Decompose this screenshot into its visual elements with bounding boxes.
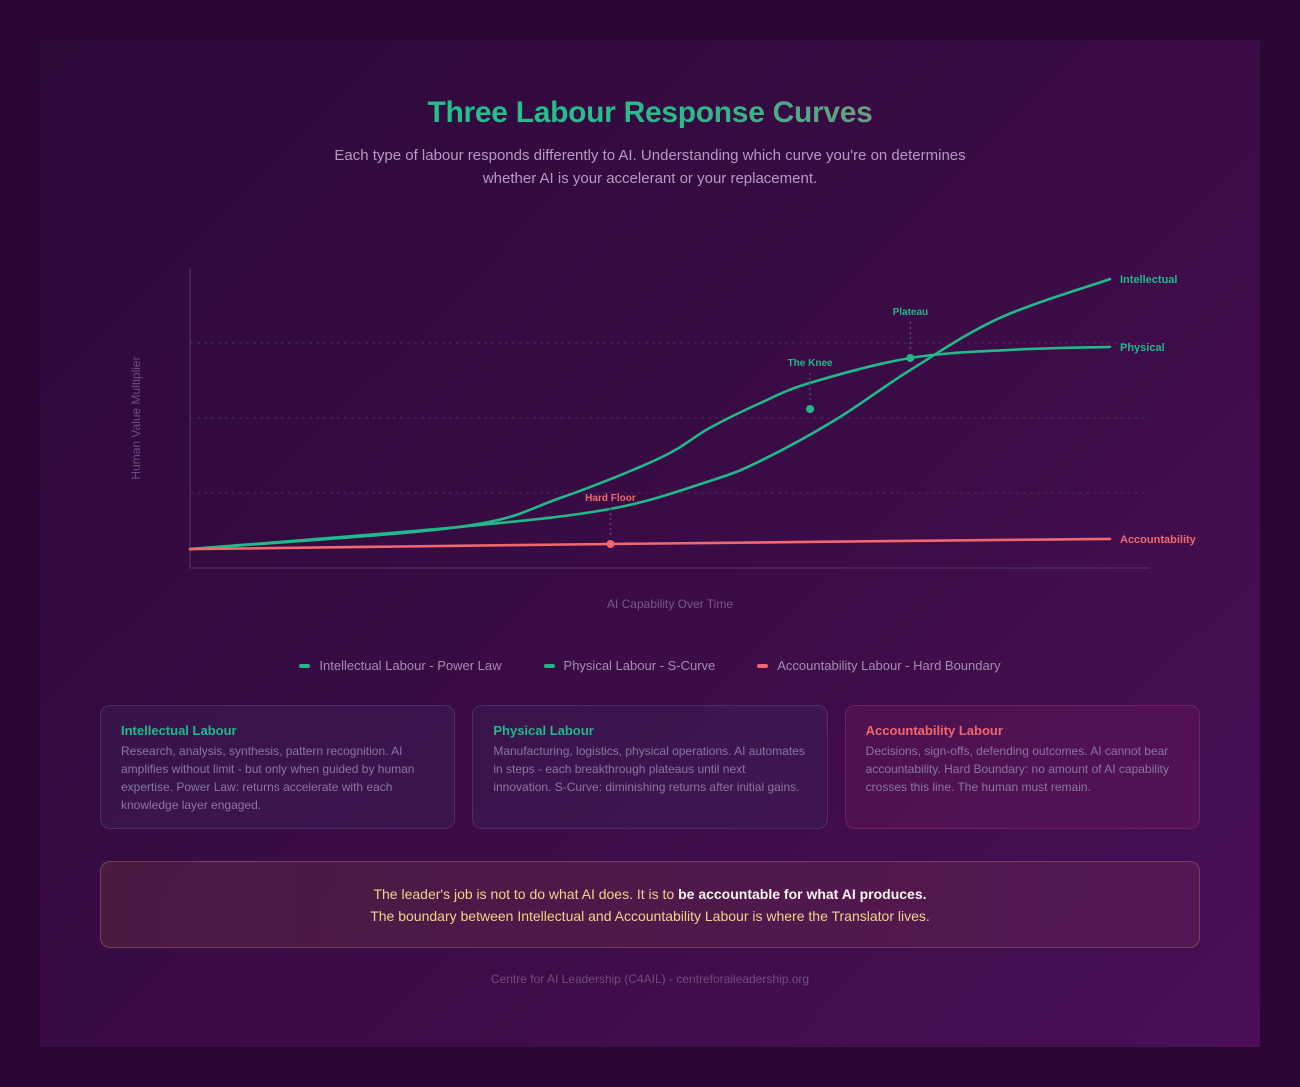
legend-swatch-icon (543, 663, 555, 668)
legend-swatch-icon (299, 663, 311, 668)
callout-emphasis: be accountable for what AI produces. (678, 886, 927, 902)
chart-gridlines (190, 342, 1150, 494)
annotation-dot (606, 540, 615, 548)
callout-plain-text: The leader's job is not to do what AI do… (373, 886, 679, 902)
legend-item-intellectual[interactable]: Intellectual Labour - Power Law (299, 658, 502, 673)
legend-item-physical[interactable]: Physical Labour - S-Curve (543, 658, 716, 673)
legend-item-accountability[interactable]: Accountability Labour - Hard Boundary (757, 658, 1001, 673)
x-axis-label: AI Capability Over Time (607, 597, 733, 611)
labour-cards: Intellectual Labour Research, analysis, … (100, 705, 1200, 829)
callout-line-1: The leader's job is not to do what AI do… (101, 883, 1199, 905)
card-body: Manufacturing, logistics, physical opera… (493, 744, 805, 794)
legend-label: Intellectual Labour - Power Law (319, 658, 502, 673)
leader-callout: The leader's job is not to do what AI do… (100, 861, 1200, 948)
legend-label: Accountability Labour - Hard Boundary (777, 658, 1001, 673)
chart-legend: Intellectual Labour - Power Law Physical… (0, 658, 1300, 673)
card-body: Decisions, sign-offs, defending outcomes… (865, 744, 1169, 794)
series-end-label: Accountability (1120, 534, 1197, 546)
annotation-dot (806, 405, 815, 413)
card-title: Physical Labour (493, 723, 594, 738)
card-intellectual-labour: Intellectual Labour Research, analysis, … (100, 705, 456, 829)
card-title: Intellectual Labour (121, 723, 237, 738)
page-title: Three Labour Response Curves (427, 96, 873, 129)
card-physical-labour: Physical Labour Manufacturing, logistics… (472, 705, 828, 829)
series-line-physical (188, 345, 1112, 551)
callout-line-2: The boundary between Intellectual and Ac… (370, 908, 930, 924)
series-end-label: Intellectual (1120, 274, 1177, 286)
page-subtitle: Each type of labour responds differently… (300, 144, 1000, 190)
annotation-label: Plateau (893, 307, 929, 318)
annotation-label: Hard Floor (585, 493, 636, 504)
footer-credit: Centre for AI Leadership (C4AIL) - centr… (490, 972, 810, 986)
legend-label: Physical Labour - S-Curve (563, 658, 716, 673)
series-end-label: Physical (1120, 342, 1165, 354)
annotation-dot (906, 354, 915, 362)
chart-series: Intellectual Physical Accountability (188, 274, 1197, 551)
card-body: Research, analysis, synthesis, pattern r… (121, 744, 415, 812)
series-line-accountability (188, 537, 1112, 551)
card-accountability-labour: Accountability Labour Decisions, sign-of… (844, 705, 1200, 829)
labour-curves-chart: Human Value Multiplier AI Capability Ove… (129, 268, 1197, 611)
card-title: Accountability Labour (865, 723, 1003, 738)
chart-annotations: Hard Floor The Knee Plateau (585, 307, 928, 548)
annotation-label: The Knee (788, 358, 833, 369)
y-axis-label: Human Value Multiplier (129, 356, 143, 479)
subtitle-line-1: Each type of labour responds differently… (334, 147, 966, 164)
subtitle-line-2: whether AI is your accelerant or your re… (482, 170, 818, 187)
legend-swatch-icon (757, 663, 769, 668)
series-line-intellectual (188, 277, 1112, 551)
